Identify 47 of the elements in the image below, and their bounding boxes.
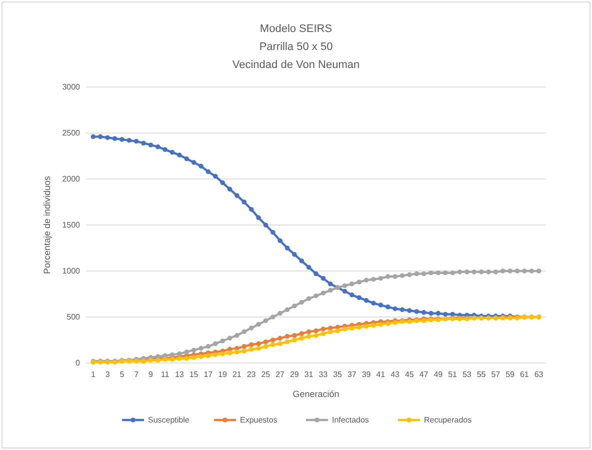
y-tick-label: 1500: [62, 220, 81, 230]
x-axis-title: Generación: [292, 389, 340, 399]
y-tick-label: 1000: [62, 266, 81, 276]
x-tick-label: 25: [261, 370, 271, 379]
x-tick-label: 41: [376, 370, 386, 379]
x-tick-label: 57: [491, 370, 501, 379]
x-tick-label: 27: [276, 370, 286, 379]
x-tick-label: 45: [404, 370, 414, 379]
x-tick-label: 21: [232, 370, 242, 379]
x-tick-label: 49: [434, 370, 444, 379]
x-tick-label: 15: [189, 370, 199, 379]
x-tick-label: 13: [174, 370, 184, 379]
x-tick-label: 61: [520, 370, 530, 379]
x-tick-label: 1: [90, 370, 96, 379]
y-axis-title: Porcentaje de individuos: [42, 175, 52, 274]
y-tick-label: 2500: [62, 128, 81, 138]
x-tick-label: 51: [448, 370, 458, 379]
x-tick-label: 17: [204, 370, 214, 379]
x-tick-label: 43: [390, 370, 400, 379]
legend-label: Infectados: [332, 416, 369, 425]
x-tick-label: 31: [304, 370, 314, 379]
chart-title: Modelo SEIRS: [260, 23, 332, 35]
x-tick-label: 37: [347, 370, 357, 379]
x-tick-label: 29: [290, 370, 300, 379]
x-tick-label: 19: [218, 370, 228, 379]
x-tick-label: 33: [318, 370, 328, 379]
chart-subtitle: Parrilla 50 x 50 Vecindad de Von Neuman: [232, 41, 360, 71]
x-tick-label: 59: [506, 370, 516, 379]
legend-label: Expuestos: [240, 416, 278, 425]
x-tick-label: 9: [148, 370, 154, 379]
x-tick-label: 47: [419, 370, 429, 379]
x-tick-label: 11: [160, 370, 170, 379]
legend-label: Susceptible: [148, 416, 190, 425]
x-tick-label: 23: [246, 370, 256, 379]
y-tick-label: 2000: [62, 174, 81, 184]
y-tick-label: 500: [66, 312, 81, 322]
x-tick-label: 5: [120, 370, 125, 379]
x-tick-label: 53: [462, 370, 472, 379]
legend-label: Recuperados: [424, 416, 472, 425]
y-tick-label: 0: [76, 358, 81, 368]
x-tick-label: 3: [105, 370, 110, 379]
x-tick-label: 35: [333, 370, 343, 379]
x-tick-label: 63: [534, 370, 544, 379]
x-tick-label: 39: [362, 370, 372, 379]
x-tick-label: 55: [476, 370, 486, 379]
x-tick-label: 7: [134, 370, 140, 379]
y-tick-label: 3000: [62, 82, 81, 92]
